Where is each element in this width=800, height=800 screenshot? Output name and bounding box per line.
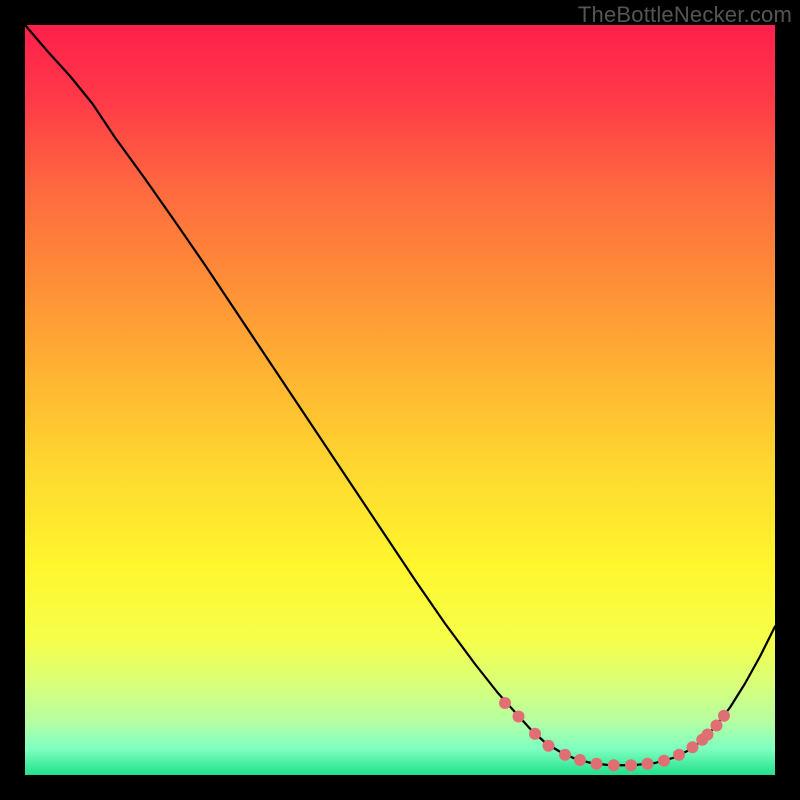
marker-dot: [591, 758, 603, 770]
marker-dot: [687, 741, 699, 753]
marker-dot: [608, 759, 620, 771]
marker-dot: [673, 749, 685, 761]
marker-dot: [513, 711, 525, 723]
marker-dot: [702, 729, 714, 741]
marker-dot: [711, 720, 723, 732]
marker-dot: [574, 754, 586, 766]
bottleneck-chart: [0, 0, 800, 800]
marker-dot: [658, 755, 670, 767]
marker-dot: [499, 697, 511, 709]
marker-dot: [718, 710, 730, 722]
marker-dot: [529, 728, 541, 740]
marker-dot: [559, 749, 571, 761]
marker-dot: [543, 740, 555, 752]
plot-background: [25, 25, 775, 775]
marker-dot: [642, 758, 654, 770]
marker-dot: [625, 759, 637, 771]
